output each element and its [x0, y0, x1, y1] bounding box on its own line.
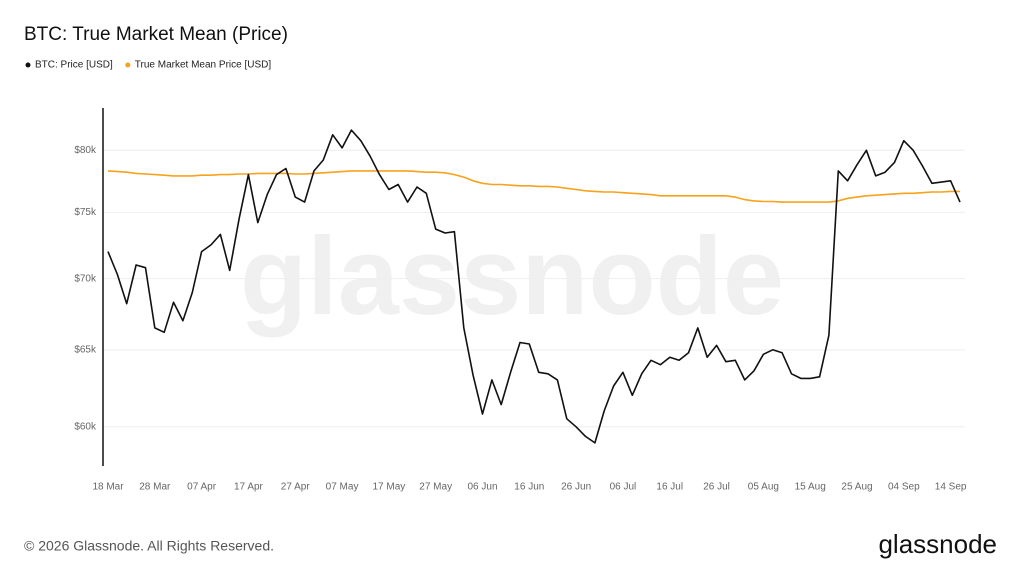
x-tick-label: 27 May — [419, 482, 452, 493]
x-tick-label: 15 Aug — [795, 482, 826, 493]
legend-label: BTC: Price [USD] — [35, 60, 113, 71]
y-tick-label: $60k — [74, 421, 97, 432]
x-tick-label: 28 Mar — [139, 482, 171, 493]
x-tick-label: 27 Apr — [281, 482, 311, 493]
x-tick-label: 18 Mar — [92, 482, 124, 493]
x-tick-label: 05 Aug — [748, 482, 779, 493]
x-tick-label: 16 Jul — [656, 482, 683, 493]
series-line — [107, 129, 961, 444]
x-tick-label: 14 Sep — [935, 482, 967, 493]
chart-title: BTC: True Market Mean (Price) — [24, 24, 288, 45]
x-tick-label: 07 May — [326, 482, 359, 493]
x-tick-label: 17 Apr — [234, 482, 264, 493]
y-tick-label: $70k — [74, 273, 97, 284]
legend-swatch — [125, 62, 131, 68]
x-tick-label: 06 Jun — [467, 482, 497, 493]
legend-swatch — [25, 62, 31, 68]
x-tick-label: 16 Jun — [514, 482, 544, 493]
logo: glassnode — [878, 529, 997, 559]
x-tick-label: 26 Jul — [703, 482, 730, 493]
x-tick-label: 06 Jul — [610, 482, 637, 493]
legend-label: True Market Mean Price [USD] — [135, 60, 272, 71]
y-tick-label: $80k — [74, 145, 97, 156]
x-tick-label: 17 May — [372, 482, 405, 493]
series-line — [107, 170, 960, 203]
y-tick-label: $75k — [74, 207, 97, 218]
copyright: © 2026 Glassnode. All Rights Reserved. — [24, 538, 274, 554]
x-tick-label: 25 Aug — [841, 482, 872, 493]
watermark: glassnode — [240, 215, 784, 338]
x-tick-label: 26 Jun — [561, 482, 591, 493]
x-tick-label: 07 Apr — [187, 482, 217, 493]
x-tick-label: 04 Sep — [888, 482, 920, 493]
y-tick-label: $65k — [74, 344, 97, 355]
